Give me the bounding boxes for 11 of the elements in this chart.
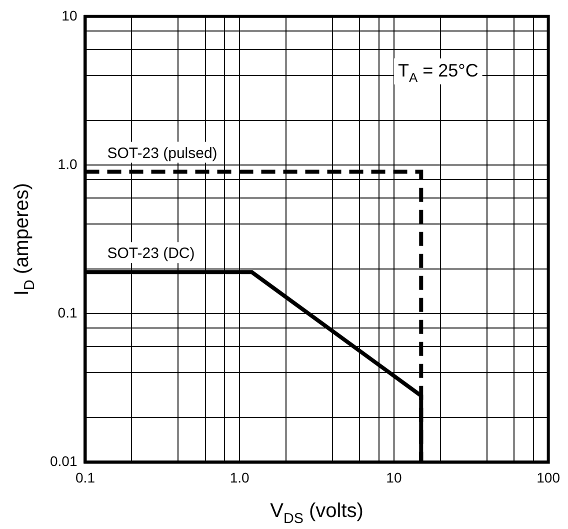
- y-tick-label: 1.0: [58, 156, 78, 172]
- y-tick-label: 0.1: [58, 304, 78, 320]
- y-tick-label: 0.01: [50, 453, 78, 470]
- x-tick-label: 10: [386, 469, 402, 486]
- x-tick-label: 100: [536, 469, 560, 486]
- series-label: SOT-23 (DC): [107, 245, 195, 262]
- y-tick-label: 10: [62, 7, 78, 24]
- x-tick-label: 1.0: [230, 469, 250, 486]
- y-axis-title: ID (amperes): [11, 182, 38, 296]
- series-label: SOT-23 (pulsed): [107, 144, 218, 162]
- x-tick-label: 0.1: [76, 469, 96, 486]
